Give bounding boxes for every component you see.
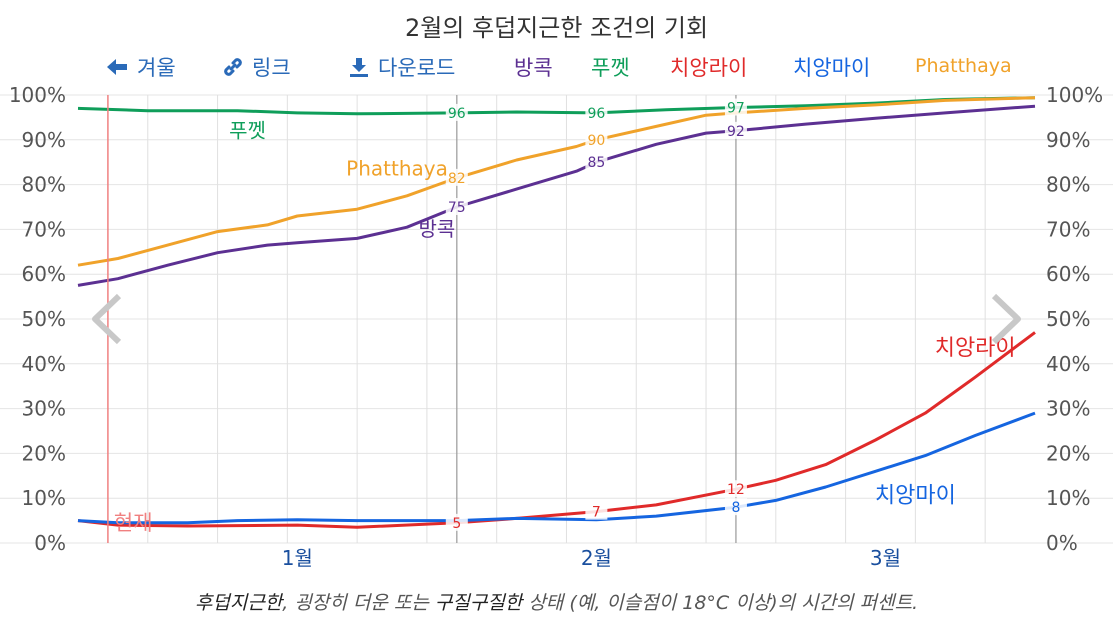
data-label: 96 bbox=[448, 106, 466, 122]
data-label-bg bbox=[585, 103, 608, 121]
y-tick-label-right: 90% bbox=[1046, 128, 1090, 152]
y-tick-label-right: 40% bbox=[1046, 352, 1090, 376]
link-icon bbox=[222, 56, 244, 83]
toggle-chiangmai[interactable]: 치앙마이 bbox=[793, 56, 871, 80]
data-label-bg bbox=[585, 130, 608, 148]
data-label: 7 bbox=[592, 505, 601, 521]
y-tick-label-left: 80% bbox=[22, 173, 66, 197]
download-button[interactable]: 다운로드 bbox=[348, 52, 455, 83]
data-label-bg bbox=[585, 502, 608, 520]
y-tick-label-left: 20% bbox=[22, 441, 66, 465]
data-label-bg bbox=[585, 153, 608, 171]
data-label: 75 bbox=[448, 200, 466, 216]
y-tick-label-right: 0% bbox=[1046, 531, 1078, 555]
series-line bbox=[77, 331, 1036, 529]
chart-caption: 후덥지근한, 굉장히 더운 또는 구질구질한 상태 (예, 이슬점이 18°C … bbox=[0, 588, 1113, 615]
toggle-phuket[interactable]: 푸껫 bbox=[591, 56, 630, 80]
toolbar: 겨울 링크 다운로드 방콕 푸껫 치앙라이 치앙마이 Phatthaya bbox=[0, 52, 1113, 82]
y-tick-label-right: 50% bbox=[1046, 307, 1090, 331]
link-button[interactable]: 링크 bbox=[222, 52, 291, 83]
y-tick-label-left: 40% bbox=[22, 352, 66, 376]
y-axis-ticks: 0% 0% 10% 10% 20% 20% 30% 30% 40% 40% 50% 50% 60% 60%… bbox=[9, 83, 1103, 555]
series-inline-label: 치앙라이 bbox=[935, 336, 1016, 361]
series-inline-label: 방콕 bbox=[418, 217, 455, 241]
data-label: 96 bbox=[587, 106, 605, 122]
data-label-bg bbox=[724, 498, 747, 516]
series-inline-label: 푸껫 bbox=[229, 119, 266, 143]
x-month-label: 1월 bbox=[282, 546, 313, 570]
y-tick-label-left: 70% bbox=[22, 217, 66, 241]
y-tick-label-left: 60% bbox=[22, 262, 66, 286]
data-label: 5 bbox=[452, 516, 461, 532]
y-tick-label-right: 20% bbox=[1046, 441, 1090, 465]
data-label: 82 bbox=[448, 171, 466, 187]
caption-rest: 상태 (예, 이슬점이 18°C 이상)의 시간의 퍼센트. bbox=[522, 592, 919, 614]
grid-lines bbox=[0, 94, 1113, 544]
data-label-bg bbox=[445, 168, 468, 186]
data-label: 8 bbox=[731, 500, 740, 516]
data-label: 97 bbox=[727, 101, 745, 117]
y-tick-label-right: 30% bbox=[1046, 397, 1090, 421]
series-line bbox=[77, 411, 1036, 525]
data-label-bg bbox=[445, 513, 468, 531]
data-label: 85 bbox=[587, 155, 605, 171]
x-month-label: 3월 bbox=[870, 546, 901, 570]
caption-miserable: 구질구질한 bbox=[434, 592, 523, 614]
x-month-label: 2월 bbox=[581, 546, 612, 570]
winter-label: 겨울 bbox=[137, 56, 176, 80]
x-axis-month-labels: 1월 2월 3월 bbox=[282, 546, 901, 570]
now-marker: 현재 bbox=[107, 95, 153, 543]
link-label: 링크 bbox=[252, 56, 291, 80]
toggle-bangkok[interactable]: 방콕 bbox=[514, 56, 553, 80]
y-tick-label-right: 80% bbox=[1046, 173, 1090, 197]
y-tick-label-left: 100% bbox=[9, 83, 66, 107]
data-label-bg bbox=[445, 198, 468, 215]
series-line bbox=[77, 96, 1036, 116]
caption-oppressive: , 굉장히 더운 bbox=[282, 592, 388, 614]
left-arrow-icon bbox=[105, 57, 129, 82]
series-lines bbox=[77, 96, 1036, 529]
caption-or: 또는 bbox=[387, 592, 435, 614]
y-tick-label-left: 30% bbox=[22, 397, 66, 421]
y-tick-label-right: 70% bbox=[1046, 217, 1090, 241]
y-tick-label-right: 60% bbox=[1046, 262, 1090, 286]
series-inline-label: 치앙마이 bbox=[875, 484, 956, 509]
y-tick-label-left: 90% bbox=[22, 128, 66, 152]
data-label-bg bbox=[724, 98, 747, 116]
prev-chevron-icon[interactable] bbox=[92, 293, 122, 345]
data-label-bg bbox=[445, 103, 468, 121]
next-chevron-icon[interactable] bbox=[991, 293, 1021, 345]
data-labels: 96 96 97 82 90 75 85 92 5 7 12 8 bbox=[445, 98, 747, 532]
winter-button[interactable]: 겨울 bbox=[105, 52, 176, 82]
caption-muggy: 후덥지근한 bbox=[194, 592, 283, 614]
data-label: 90 bbox=[587, 133, 605, 149]
data-label: 12 bbox=[727, 482, 745, 498]
series-inline-label: Phatthaya bbox=[346, 157, 448, 181]
toggle-pattaya[interactable]: Phatthaya bbox=[915, 55, 1012, 77]
data-label-bg bbox=[724, 480, 747, 498]
toggle-chiangrai[interactable]: 치앙라이 bbox=[670, 56, 748, 80]
data-label-bg bbox=[724, 121, 747, 139]
download-icon bbox=[348, 56, 370, 83]
now-label: 현재 bbox=[114, 511, 153, 535]
download-label: 다운로드 bbox=[378, 56, 456, 80]
y-tick-label-left: 0% bbox=[34, 531, 66, 555]
y-tick-label-right: 100% bbox=[1046, 83, 1103, 107]
y-tick-label-left: 10% bbox=[22, 486, 66, 510]
y-tick-label-right: 10% bbox=[1046, 486, 1090, 510]
data-label: 92 bbox=[727, 124, 745, 140]
series-line bbox=[77, 96, 1036, 267]
series-line bbox=[77, 104, 1036, 287]
y-tick-label-left: 50% bbox=[22, 307, 66, 331]
chart-title: 2월의 후덥지근한 조건의 기회 bbox=[404, 14, 709, 42]
